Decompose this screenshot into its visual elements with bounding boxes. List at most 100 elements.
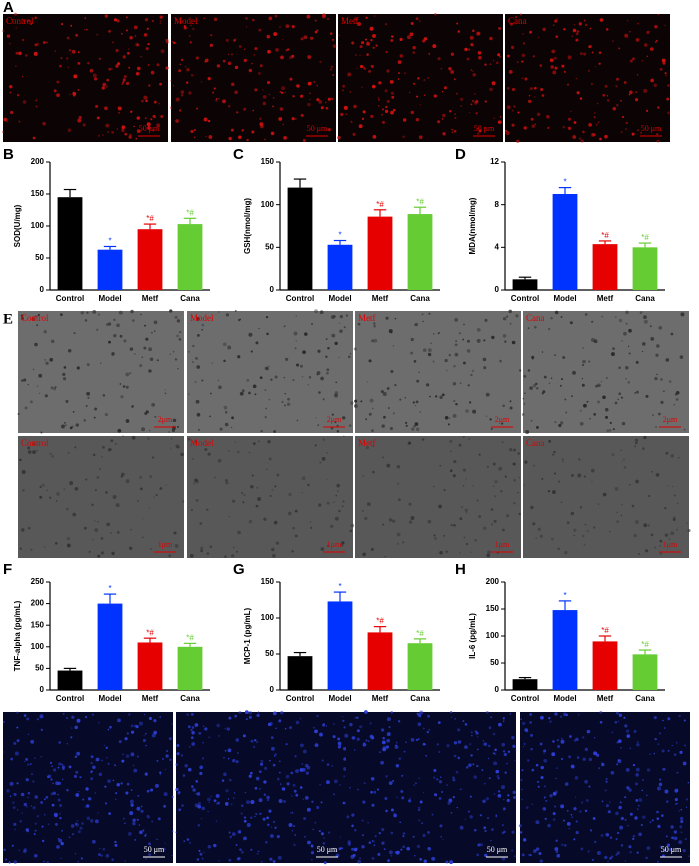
texture — [668, 847, 673, 852]
texture — [69, 481, 74, 486]
texture — [401, 796, 405, 800]
texture — [347, 842, 351, 846]
texture — [576, 756, 580, 759]
texture — [656, 344, 660, 348]
x-tick-label: Control — [56, 294, 84, 303]
texture — [352, 132, 356, 136]
texture — [616, 511, 619, 514]
texture — [283, 799, 287, 804]
texture — [92, 73, 97, 78]
y-tick-label: 100 — [31, 221, 45, 230]
texture — [578, 22, 583, 26]
texture — [228, 858, 232, 862]
texture — [362, 474, 365, 477]
texture — [492, 732, 496, 736]
texture — [159, 716, 162, 718]
y-tick-label: 200 — [31, 157, 45, 166]
texture — [59, 64, 62, 68]
texture — [331, 413, 334, 416]
texture — [628, 483, 631, 486]
texture — [588, 44, 593, 49]
texture — [365, 445, 369, 450]
texture — [490, 523, 494, 526]
texture — [676, 502, 679, 505]
texture — [130, 724, 134, 728]
texture — [505, 129, 507, 132]
texture — [450, 812, 453, 814]
texture — [209, 43, 213, 48]
texture — [40, 801, 44, 804]
texture — [266, 816, 270, 820]
texture — [43, 330, 48, 334]
texture — [392, 345, 394, 347]
y-tick-label: 200 — [31, 599, 45, 608]
texture — [484, 318, 488, 322]
texture — [432, 44, 437, 49]
texture — [316, 714, 319, 718]
texture — [560, 715, 563, 718]
texture — [299, 717, 302, 720]
significance: *# — [376, 617, 384, 626]
texture — [543, 796, 546, 799]
texture — [11, 18, 13, 21]
texture — [131, 319, 135, 323]
texture — [175, 763, 179, 766]
texture — [224, 727, 227, 730]
texture — [392, 108, 396, 112]
texture — [5, 858, 8, 861]
texture — [171, 830, 174, 833]
texture — [560, 378, 564, 381]
texture — [219, 427, 223, 431]
texture — [126, 51, 130, 55]
texture — [76, 366, 80, 370]
texture — [173, 41, 176, 45]
texture — [384, 89, 388, 93]
texture — [165, 754, 169, 758]
texture — [34, 43, 37, 47]
texture — [140, 55, 142, 58]
texture — [234, 441, 237, 443]
texture — [169, 353, 171, 355]
texture — [60, 23, 64, 26]
texture — [432, 485, 435, 488]
texture — [252, 384, 257, 389]
texture — [241, 129, 244, 132]
texture — [511, 109, 514, 112]
texture — [21, 76, 24, 78]
image-label: Cana — [526, 438, 545, 448]
texture — [646, 55, 649, 58]
texture — [262, 817, 266, 821]
texture — [583, 475, 586, 478]
texture — [98, 772, 103, 777]
texture — [308, 375, 312, 379]
texture — [268, 398, 271, 401]
texture — [659, 551, 663, 555]
texture — [527, 99, 532, 104]
texture — [69, 93, 71, 96]
texture — [330, 426, 334, 430]
texture — [361, 833, 365, 837]
texture — [70, 53, 72, 55]
texture — [399, 398, 402, 401]
texture — [235, 738, 240, 742]
texture — [649, 47, 654, 51]
texture — [190, 736, 194, 739]
texture — [427, 714, 431, 718]
texture — [341, 505, 344, 508]
texture — [640, 132, 642, 134]
texture — [654, 546, 657, 549]
texture — [618, 392, 622, 396]
y-tick-label: 0 — [40, 285, 45, 294]
texture — [483, 339, 486, 342]
texture — [266, 468, 268, 471]
texture — [636, 74, 639, 76]
texture — [289, 77, 293, 81]
bar — [97, 603, 123, 690]
texture — [101, 134, 104, 136]
texture — [194, 381, 197, 383]
texture — [98, 313, 101, 316]
bar — [287, 187, 313, 290]
texture — [517, 492, 519, 494]
texture — [250, 484, 254, 489]
texture — [117, 106, 122, 111]
